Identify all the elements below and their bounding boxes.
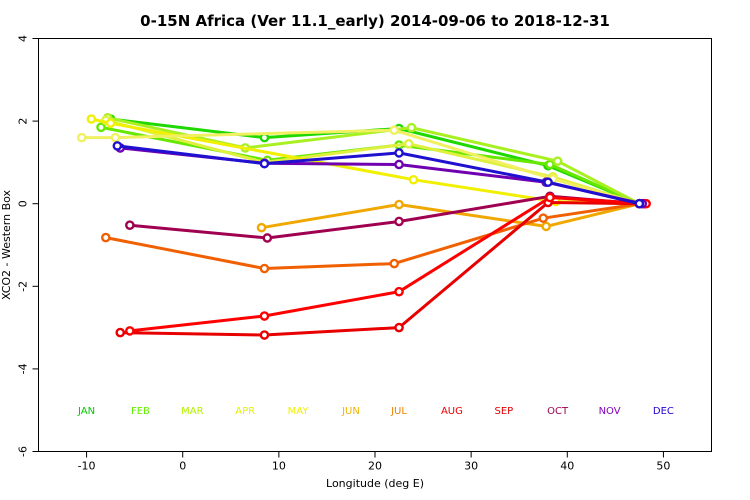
y-axis: -6 -4 -2 0 2 4 <box>17 35 39 457</box>
month-label: APR <box>235 406 255 417</box>
series-8 <box>101 198 645 274</box>
data-point <box>259 158 270 169</box>
data-point <box>86 114 97 124</box>
data-point <box>389 258 400 269</box>
data-point <box>541 221 551 232</box>
month-label: AUG <box>441 406 463 417</box>
month-label: MAY <box>288 406 310 417</box>
data-point <box>115 327 126 338</box>
data-point <box>105 118 116 128</box>
data-point <box>394 199 404 210</box>
data-point <box>101 232 111 243</box>
data-point <box>394 148 404 158</box>
data-point <box>389 125 400 135</box>
data-point <box>394 159 404 170</box>
chart-title: 0-15N Africa (Ver 11.1_early) 2014-09-06… <box>140 12 610 30</box>
month-label: NOV <box>599 406 621 417</box>
y-tick-label: 0 <box>17 200 30 207</box>
series-9 <box>125 191 645 243</box>
month-legend: JAN FEB MAR APR MAY JUN JUL AUG SEP OCT NOV DEC <box>77 406 674 417</box>
x-tick-label: 30 <box>464 460 478 473</box>
data-point <box>543 177 553 188</box>
series-line <box>261 202 640 230</box>
data-point <box>76 132 87 143</box>
x-axis: -10 0 10 20 30 40 50 <box>78 451 670 473</box>
y-tick-label: -6 <box>17 446 30 457</box>
x-tick-label: -10 <box>78 460 96 473</box>
data-point <box>394 286 404 297</box>
data-point <box>96 122 106 133</box>
month-label: JAN <box>77 406 95 417</box>
x-tick-label: 40 <box>560 460 574 473</box>
series-line <box>117 144 640 206</box>
data-point <box>262 233 273 243</box>
data-point <box>394 322 404 333</box>
x-axis-label: Longitude (deg E) <box>326 477 424 490</box>
data-point <box>408 174 419 185</box>
data-point <box>545 192 555 203</box>
series-11 <box>125 192 651 336</box>
month-label: MAR <box>181 406 203 417</box>
series-13 <box>112 141 645 209</box>
x-tick-label: 20 <box>368 460 382 473</box>
series-7 <box>256 198 645 233</box>
data-point <box>112 141 123 151</box>
month-label: JUN <box>341 406 360 417</box>
data-point <box>256 222 267 233</box>
data-point <box>125 326 135 336</box>
month-label: OCT <box>547 406 569 417</box>
x-tick-label: 0 <box>179 460 186 473</box>
data-point <box>552 156 563 166</box>
x-tick-label: 10 <box>272 460 286 473</box>
data-point <box>125 220 135 230</box>
y-tick-label: -2 <box>17 281 30 292</box>
data-point <box>259 330 270 340</box>
series-line <box>105 202 640 270</box>
x-tick-label: 50 <box>656 460 670 473</box>
data-point <box>634 198 645 209</box>
y-axis-label: XCO2 - Western Box <box>0 189 13 300</box>
month-label: JUL <box>390 406 407 417</box>
month-label: FEB <box>131 406 150 417</box>
y-tick-label: -4 <box>17 363 30 374</box>
data-point <box>394 216 404 227</box>
y-tick-label: 2 <box>17 118 30 125</box>
data-point <box>110 132 121 143</box>
data-point <box>406 122 417 133</box>
data-point <box>538 213 549 223</box>
data-point <box>545 159 555 170</box>
data-point <box>403 139 414 149</box>
data-point <box>259 311 270 321</box>
y-tick-label: 4 <box>17 35 30 42</box>
series-layer <box>76 112 651 340</box>
data-point <box>259 263 270 274</box>
month-label: SEP <box>494 406 513 417</box>
month-label: DEC <box>653 406 674 417</box>
